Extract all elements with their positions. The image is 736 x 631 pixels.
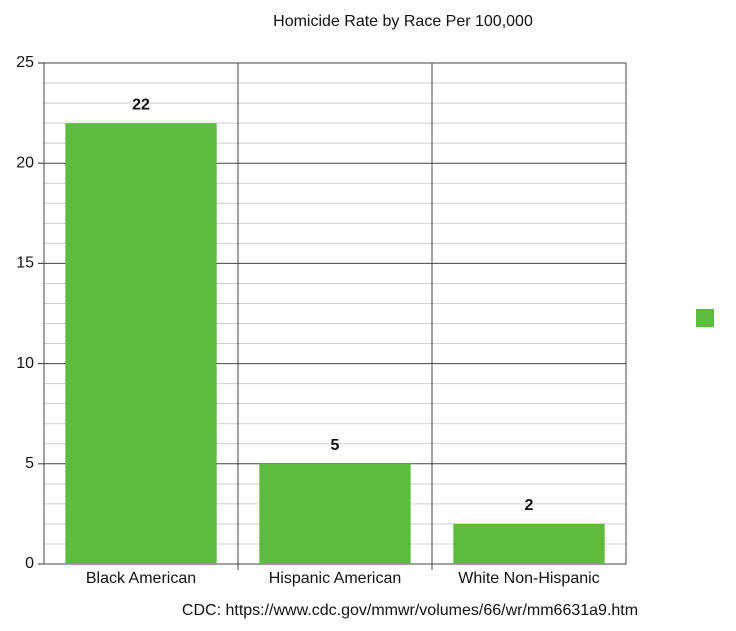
- source-note: CDC: https://www.cdc.gov/mmwr/volumes/66…: [182, 602, 638, 619]
- bar: [65, 123, 217, 565]
- x-tick-label: White Non-Hispanic: [458, 570, 599, 587]
- chart-title: Homicide Rate by Race Per 100,000: [273, 13, 533, 30]
- y-tick-label: 20: [16, 154, 34, 171]
- bar: [453, 523, 605, 564]
- x-tick-label: Hispanic American: [269, 570, 402, 587]
- y-tick-label: 10: [16, 355, 34, 372]
- data-label: 22: [132, 96, 150, 113]
- x-tick-label: Black American: [86, 570, 196, 587]
- bar: [259, 463, 411, 564]
- data-label: 2: [525, 497, 534, 514]
- y-tick-label: 0: [25, 555, 34, 572]
- data-label: 5: [331, 437, 340, 454]
- y-tick-label: 5: [25, 455, 34, 472]
- legend-swatch: [696, 309, 714, 327]
- y-tick-label: 15: [16, 255, 34, 272]
- y-tick-label: 25: [16, 54, 34, 71]
